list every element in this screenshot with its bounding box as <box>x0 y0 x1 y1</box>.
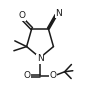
Text: O: O <box>49 71 56 80</box>
Text: N: N <box>55 9 62 18</box>
Text: O: O <box>18 11 25 20</box>
Text: O: O <box>24 71 30 80</box>
Text: N: N <box>37 54 43 63</box>
